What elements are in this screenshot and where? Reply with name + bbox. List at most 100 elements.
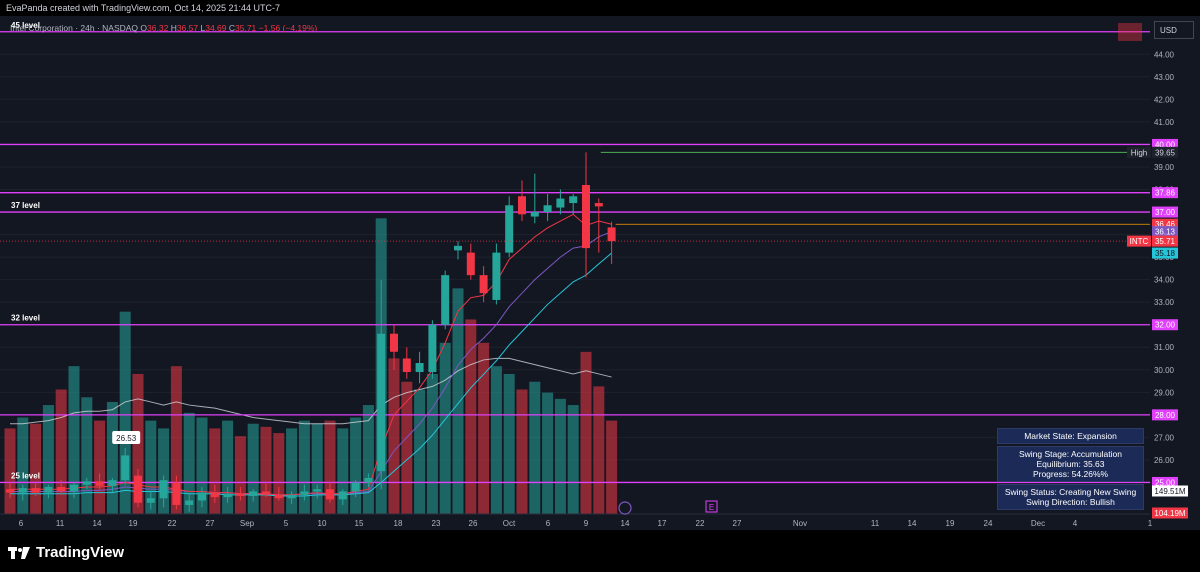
volume-bar [516, 389, 528, 514]
candle-body[interactable] [530, 212, 539, 217]
volume-bar [106, 401, 118, 514]
candle-body[interactable] [236, 493, 245, 496]
price-level-label: 37 level [11, 201, 40, 210]
price-tag [1152, 206, 1178, 218]
volume-bar [311, 423, 323, 514]
volume-bar [183, 412, 195, 514]
price-tag-text: 35.18 [1155, 249, 1176, 258]
price-chart[interactable]: 45 level 37 level 32 level 25 level 26.53 25.… [0, 16, 1200, 530]
candle-body[interactable] [31, 488, 40, 493]
candle-body[interactable] [121, 455, 130, 481]
candle-body[interactable] [569, 196, 578, 204]
volume-bar [362, 405, 374, 514]
candle-body[interactable] [249, 491, 258, 496]
low-value: 34.69 [205, 23, 227, 33]
candle-body[interactable] [44, 486, 53, 493]
time-axis-tick: 6 [19, 519, 24, 528]
market-state-text: Market State: Expansion [1024, 431, 1117, 441]
candle-body[interactable] [402, 358, 411, 373]
candle-body[interactable] [556, 198, 565, 208]
candle-body[interactable] [287, 494, 296, 499]
candle-body[interactable] [415, 363, 424, 373]
attribution-bar: EvaPanda created with TradingView.com, O… [0, 0, 1200, 16]
candle-body[interactable] [82, 481, 91, 485]
candle-body[interactable] [543, 205, 552, 213]
price-tag-text: 32.00 [1155, 321, 1176, 330]
currency-button[interactable]: USD [1154, 21, 1194, 39]
price-tag [1152, 226, 1178, 238]
swing-status-box: Swing Status: Creating New Swing Swing D… [997, 484, 1144, 510]
candle-body[interactable] [351, 482, 360, 492]
candle-body[interactable] [338, 491, 347, 500]
candle-body[interactable] [146, 498, 155, 503]
volume-bar [158, 428, 170, 514]
swing-status-text: Swing Status: Creating New Swing [1004, 487, 1137, 497]
price-axis-tick: 42.00 [1154, 95, 1175, 104]
candle-body[interactable] [108, 480, 117, 486]
price-axis-tick: 27.00 [1154, 433, 1175, 442]
volume-bar [4, 428, 16, 514]
time-axis-tick: 22 [696, 519, 705, 528]
swing-direction-text: Swing Direction: Bullish [1026, 497, 1115, 507]
candle-body[interactable] [172, 482, 181, 505]
volume-bar [337, 428, 349, 514]
candle-body[interactable] [518, 196, 526, 215]
candle-body[interactable] [185, 500, 194, 505]
dividend-event-icon[interactable] [618, 501, 632, 515]
candle-body[interactable] [300, 491, 309, 495]
candle-body[interactable] [466, 252, 475, 276]
tradingview-logo-icon [8, 546, 30, 559]
earnings-event-icon[interactable] [705, 500, 718, 513]
candle-body[interactable] [210, 492, 219, 498]
volume-bar [593, 386, 605, 514]
price-tag-text: 37.86 [1155, 189, 1176, 198]
scroll-marker [1118, 23, 1142, 41]
candle-body[interactable] [505, 205, 514, 253]
volume-bar [247, 423, 259, 514]
candle-body[interactable] [594, 203, 603, 207]
chart-area[interactable]: 45 level 37 level 32 level 25 level 26.53 25.… [0, 16, 1200, 530]
volume-tag-text: 149.51M [1154, 487, 1185, 496]
price-axis-tick: 44.00 [1154, 50, 1175, 59]
candle-body[interactable] [364, 477, 373, 483]
price-tag-text: 25.00 [1155, 478, 1176, 487]
candle-body[interactable] [479, 275, 488, 294]
candle-body[interactable] [70, 484, 78, 492]
candle-body[interactable] [326, 489, 334, 500]
price-tag-prefix-text: INTC [1130, 237, 1149, 246]
candle-body[interactable] [582, 185, 590, 249]
time-axis-tick: Nov [793, 519, 807, 528]
price-axis-tick: 30.00 [1154, 366, 1175, 375]
price-axis-tick: 39.00 [1154, 163, 1175, 172]
candle-body[interactable] [57, 486, 66, 492]
candle-body[interactable] [607, 227, 616, 242]
candle-body[interactable] [95, 481, 104, 486]
candle-body[interactable] [313, 489, 322, 492]
tradingview-logo[interactable]: TradingView [8, 544, 124, 561]
candle-body[interactable] [262, 491, 270, 495]
candle-body[interactable] [159, 480, 168, 499]
time-axis-tick: 4 [1073, 519, 1078, 528]
volume-bar [170, 366, 182, 514]
candle-body[interactable] [492, 252, 501, 300]
candle-body[interactable] [274, 494, 283, 499]
candle-body[interactable] [18, 488, 27, 493]
candle-body[interactable] [377, 333, 386, 472]
candle-body[interactable] [223, 493, 232, 498]
volume-bar [439, 342, 451, 514]
candle-body[interactable] [134, 475, 142, 503]
candle-body[interactable] [428, 324, 437, 373]
candle-body[interactable] [198, 492, 206, 501]
footer-bar: TradingView [0, 530, 1200, 572]
time-axis-tick: Dec [1031, 519, 1045, 528]
candle-body[interactable] [390, 333, 398, 352]
candle-body[interactable] [454, 245, 462, 251]
time-axis-tick: 15 [355, 519, 364, 528]
volume-bar [222, 420, 234, 514]
volume-bar [478, 342, 490, 514]
volume-bar [490, 366, 502, 514]
candle-body[interactable] [6, 489, 14, 493]
price-tag [1152, 187, 1178, 199]
volume-bar [42, 405, 54, 514]
candle-body[interactable] [441, 275, 450, 325]
